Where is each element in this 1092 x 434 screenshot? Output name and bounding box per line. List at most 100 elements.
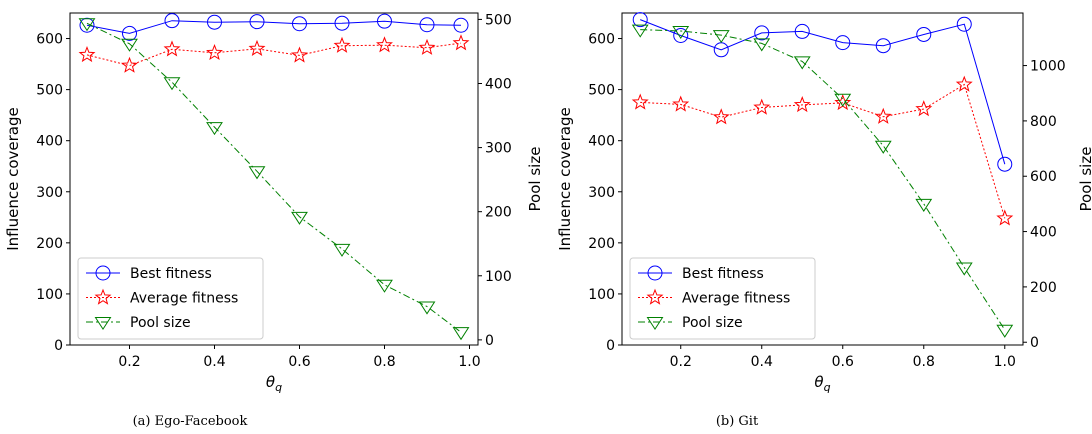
data-point [333,243,351,257]
data-point [248,166,266,180]
plot-frame [69,12,479,346]
data-point [955,262,973,276]
x-tick-label: 0.6 [288,354,310,370]
series-line [86,22,462,333]
legend-label: Pool size [130,315,191,331]
data-point [78,45,96,63]
legend-marker [94,317,112,331]
y-tick-label: 500 [36,83,63,99]
data-point [996,209,1014,226]
legend: Best fitness Average fitness Pool size [629,257,816,340]
data-point [915,198,933,212]
y2-tick-label: 0 [485,333,494,349]
data-point [875,38,891,54]
data-point [673,27,689,43]
data-point [631,93,649,110]
data-point [452,34,470,51]
data-point [334,15,350,31]
y-tick-label: 300 [36,185,63,201]
y2-tick-label: 300 [485,141,512,157]
data-point [163,77,181,91]
y2-tick-label: 200 [1030,280,1057,296]
x-tick-label: 0.4 [203,354,225,370]
data-point [793,56,811,70]
caption-a: (a) Ego-Facebook [132,414,248,429]
x-tick-label: 0.8 [913,354,935,370]
data-point [291,211,308,225]
y2-axis-label: Pool size [526,147,544,212]
data-point [712,30,730,44]
chart-canvas: 0 100 200 300 400 500 600 0 100 200 300 400 500 0.2 0.… [4,12,1092,394]
data-point [874,107,892,124]
x-tick-label: 1.0 [994,354,1016,370]
plot-frame [621,12,1024,346]
y-axis-label: Influence coverage [4,107,22,251]
data-point [997,156,1013,172]
data-point [291,46,308,63]
legend-marker [94,288,112,305]
series-pool-size [631,24,1014,338]
data-point [419,17,435,33]
x-tick-label: 0.8 [373,354,395,370]
x-axis-label: θq [814,373,830,394]
legend-label: Average fitness [130,291,238,307]
y-tick-label: 300 [588,185,615,201]
y-tick-label: 200 [588,236,615,252]
data-point [248,39,266,56]
data-point [121,38,138,52]
caption-b: (b) Git [715,414,759,429]
legend-label: Best fitness [682,266,764,282]
legend-label: Average fitness [682,291,790,307]
series-line [86,20,462,34]
data-point [206,43,223,61]
y2-tick-label: 400 [485,77,512,93]
data-point [333,36,351,53]
legend-label: Best fitness [130,266,212,282]
y2-tick-label: 200 [485,205,512,221]
data-point [794,23,810,39]
data-point [452,327,470,341]
data-point [916,26,932,42]
series-line [640,29,1006,331]
data-point [834,93,852,107]
y2-tick-label: 1000 [1030,59,1066,75]
x-tick-label: 0.4 [751,354,773,370]
legend-box [77,257,264,340]
series-pool-size [78,18,470,341]
y2-tick-label: 400 [1030,225,1057,241]
data-point [376,36,393,53]
y-tick-label: 600 [36,32,63,48]
data-point [672,95,690,112]
data-point [418,301,436,315]
data-point [376,279,393,293]
data-point [122,25,137,41]
y2-tick-label: 500 [485,12,512,28]
y-tick-label: 400 [36,134,63,150]
legend-marker [646,317,664,331]
x-tick-label: 0.2 [670,354,692,370]
y2-axis-label: Pool size [1077,147,1092,212]
x-axis-label: θq [266,373,282,394]
legend-label: Pool size [682,315,743,331]
data-point [956,16,972,32]
y-tick-label: 100 [588,287,615,303]
y2-tick-label: 600 [1030,169,1057,185]
data-point [874,140,892,154]
y-tick-label: 100 [36,287,63,303]
y-tick-label: 0 [606,338,615,354]
data-point [632,12,648,28]
data-point [292,16,307,32]
series-best-fitness [632,12,1013,172]
x-tick-label: 0.2 [118,354,140,370]
series-best-fitness [79,13,469,41]
data-point [164,13,180,29]
data-point [712,108,730,125]
y2-tick-label: 100 [485,269,512,285]
data-point [418,38,436,55]
legend-marker [95,265,111,281]
series-line [86,42,462,67]
x-axis-label-subscript: q [275,381,282,394]
data-point [206,122,223,136]
y-tick-label: 600 [588,32,615,48]
